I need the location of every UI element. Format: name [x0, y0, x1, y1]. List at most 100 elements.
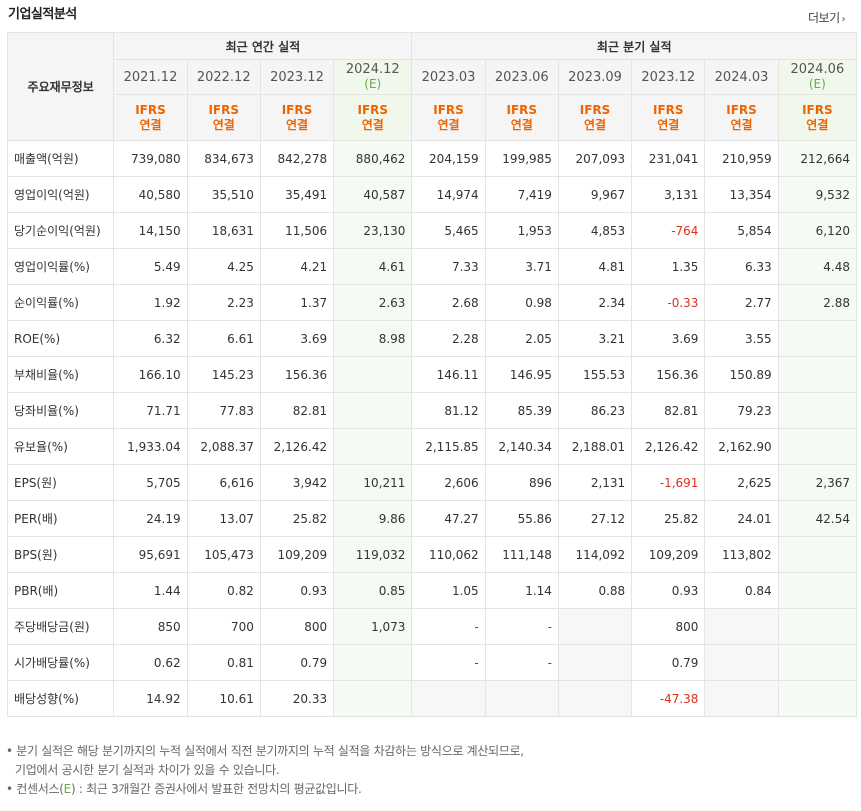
table-cell: 5,465 [411, 212, 486, 249]
table-cell: 35,491 [259, 176, 335, 213]
table-cell: 2,188.01 [557, 428, 633, 465]
table-cell [704, 608, 779, 645]
table-cell: 3,942 [259, 464, 335, 501]
table-cell: 0.98 [484, 284, 559, 321]
row-label: 시가배당률(%) [6, 644, 115, 681]
table-cell: 42.54 [777, 500, 858, 537]
table-cell: -1,691 [631, 464, 706, 501]
basis-header: IFRS 연결 [411, 94, 486, 141]
table-row: 시가배당률(%) 0.62 0.81 0.79- -0.79 [6, 644, 858, 681]
period-label: 2023.12 [641, 69, 696, 85]
table-cell: 2,126.42 [259, 428, 335, 465]
table-cell [777, 356, 858, 393]
table-cell: 110,062 [411, 536, 486, 573]
table-cell: 4.48 [777, 248, 858, 285]
table-cell: 23,130 [333, 212, 413, 249]
table-cell: 109,209 [259, 536, 335, 573]
row-label: 영업이익률(%) [6, 248, 115, 285]
table-cell: 105,473 [186, 536, 261, 573]
table-cell: 1.14 [484, 572, 559, 609]
basis-consolidated: 연결 [584, 117, 607, 132]
basis-consolidated: 연결 [437, 117, 460, 132]
table-cell: 1,953 [484, 212, 559, 249]
table-cell: 2,088.37 [186, 428, 261, 465]
row-label: 영업이익(억원) [6, 176, 115, 213]
table-row: 순이익률(%) 1.92 2.23 1.37 2.63 2.68 0.98 2.34 -0.33… [6, 284, 858, 321]
basis-consolidated: 연결 [730, 117, 753, 132]
table-cell: -764 [631, 212, 706, 249]
table-cell: 2.63 [333, 284, 413, 321]
table-row: 당기순이익(억원) 14,150 18,631 11,506 23,130 5,465 1,… [6, 212, 858, 249]
table-cell: 8.98 [333, 320, 413, 357]
table-cell: 231,041 [631, 140, 706, 177]
table-cell: 2,606 [411, 464, 486, 501]
footnote-line-1: 분기 실적은 해당 분기까지의 누적 실적에서 직전 분기까지의 누적 실적을 … [16, 744, 524, 758]
table-cell: 2,131 [557, 464, 633, 501]
table-cell: 155.53 [557, 356, 633, 393]
table-cell: 207,093 [557, 140, 633, 177]
basis-ifrs: IFRS [357, 102, 389, 117]
table-row: 당좌비율(%) 71.71 77.83 82.81 81.12 85.39 86.23 82.… [6, 392, 858, 429]
table-cell: 6.32 [113, 320, 188, 357]
table-cell: 5,705 [113, 464, 188, 501]
table-cell [333, 392, 413, 429]
table-cell: 2.34 [557, 284, 633, 321]
table-cell: 95,691 [113, 536, 188, 573]
row-label: 순이익률(%) [6, 284, 115, 321]
period-header: 2023.09 [557, 59, 633, 95]
chevron-right-icon: › [841, 14, 846, 25]
table-cell: 9,967 [557, 176, 633, 213]
table-row: 배당성향(%) 14.92 10.61 20.33 -47.38 [6, 680, 858, 717]
basis-consolidated: 연결 [285, 117, 309, 132]
table-cell: 82.81 [631, 392, 706, 429]
table-cell: 0.62 [113, 644, 188, 681]
table-cell: 10,211 [333, 464, 413, 501]
period-header: 2024.03 [704, 59, 779, 95]
table-cell: 0.85 [333, 572, 413, 609]
footnote-quarterly: • 분기 실적은 해당 분기까지의 누적 실적에서 직전 분기까지의 누적 실적… [6, 744, 524, 758]
table-cell: 4.21 [259, 248, 335, 285]
table-cell: 35,510 [186, 176, 261, 213]
table-cell: 880,462 [333, 140, 413, 177]
table-cell [333, 644, 413, 681]
table-row: PBR(배) 1.44 0.82 0.93 0.85 1.05 1.14 0.88 0.93 0.… [6, 572, 858, 609]
table-cell: 3.55 [704, 320, 779, 357]
table-cell: 4.81 [557, 248, 633, 285]
table-cell [333, 680, 413, 717]
basis-header: IFRS 연결 [186, 94, 261, 141]
basis-ifrs: IFRS [506, 102, 538, 117]
period-label: 2024.12 [345, 62, 400, 77]
table-cell: 7,419 [484, 176, 559, 213]
table-cell: 0.79 [631, 644, 706, 681]
period-header: 2023.06 [484, 59, 559, 95]
more-link[interactable]: 더보기 › [808, 9, 846, 26]
table-cell: 2.23 [186, 284, 261, 321]
table-cell: 27.12 [557, 500, 633, 537]
table-cell: 40,587 [333, 176, 413, 213]
table-cell [777, 320, 858, 357]
table-cell [777, 644, 858, 681]
table-cell [557, 680, 633, 717]
basis-ifrs: IFRS [802, 102, 833, 117]
basis-consolidated: 연결 [139, 117, 162, 132]
table-cell: 2,367 [777, 464, 858, 501]
more-label[interactable]: 더보기 [808, 11, 840, 25]
footnote-consensus: • 컨센서스(E) : 최근 3개월간 증권사에서 발표한 전망치의 평균값입니… [6, 782, 362, 796]
table-cell: 24.01 [704, 500, 779, 537]
basis-consolidated: 연결 [510, 117, 533, 132]
table-cell: 0.81 [186, 644, 261, 681]
table-cell: - [484, 608, 559, 645]
table-cell: 2,162.90 [704, 428, 779, 465]
period-label: 2022.12 [196, 69, 251, 85]
table-cell: 1.05 [411, 572, 486, 609]
table-cell [557, 644, 633, 681]
period-header: 2024.12 (E) [333, 59, 413, 95]
table-cell: 4.61 [333, 248, 413, 285]
table-cell: 1.44 [113, 572, 188, 609]
table-cell: 2.68 [411, 284, 486, 321]
table-cell [484, 680, 559, 717]
basis-consolidated: 연결 [657, 117, 680, 132]
table-cell: 6,616 [186, 464, 261, 501]
table-cell: 0.82 [186, 572, 261, 609]
row-label: PER(배) [6, 500, 115, 537]
